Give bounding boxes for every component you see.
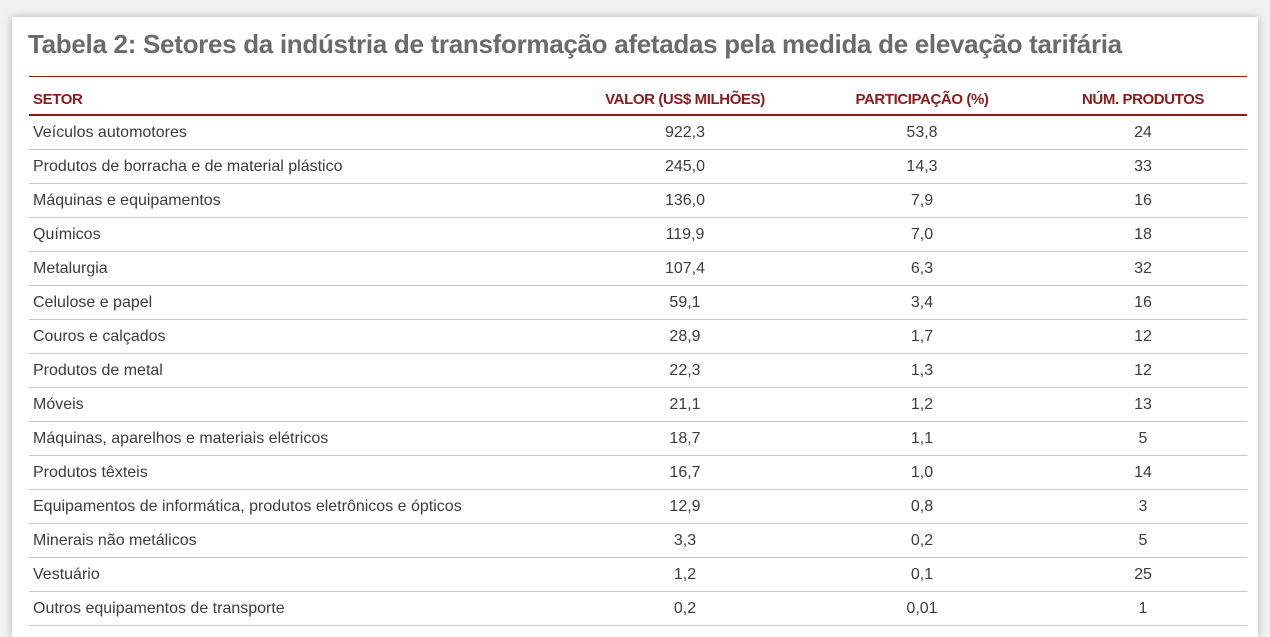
table-card: Tabela 2: Setores da indústria de transf…	[12, 17, 1258, 637]
cell-num-produtos: 5	[1039, 523, 1247, 558]
cell-participacao: 1,1	[805, 421, 1039, 456]
cell-participacao: 14,3	[805, 149, 1039, 184]
cell-participacao: 0,1	[805, 557, 1039, 592]
table-row: Outros equipamentos de transporte 0,2 0,01…	[29, 591, 1247, 626]
cell-setor: Produtos têxteis	[29, 455, 565, 490]
cell-participacao: 7,0	[805, 217, 1039, 252]
cell-valor: 18,7	[565, 421, 805, 456]
column-header-participacao: PARTICIPAÇÃO (%)	[805, 84, 1039, 116]
cell-num-produtos: 3	[1039, 489, 1247, 524]
table-row: Produtos têxteis 16,7 1,0 14	[29, 455, 1247, 490]
title-divider	[29, 76, 1247, 77]
table-body: Veículos automotores 922,3 53,8 24 Produtos …	[29, 115, 1247, 626]
table-row: Móveis 21,1 1,2 13	[29, 387, 1247, 422]
cell-num-produtos: 12	[1039, 353, 1247, 388]
cell-valor: 922,3	[565, 115, 805, 150]
cell-participacao: 0,01	[805, 591, 1039, 626]
cell-valor: 21,1	[565, 387, 805, 422]
table-row: Produtos de metal 22,3 1,3 12	[29, 353, 1247, 388]
cell-num-produtos: 32	[1039, 251, 1247, 286]
cell-valor: 119,9	[565, 217, 805, 252]
column-header-setor: SETOR	[29, 84, 565, 116]
cell-participacao: 3,4	[805, 285, 1039, 320]
table-row: Minerais não metálicos 3,3 0,2 5	[29, 523, 1247, 558]
table-row: Veículos automotores 922,3 53,8 24	[29, 115, 1247, 150]
cell-valor: 16,7	[565, 455, 805, 490]
cell-num-produtos: 25	[1039, 557, 1247, 592]
cell-valor: 3,3	[565, 523, 805, 558]
cell-setor: Equipamentos de informática, produtos el…	[29, 489, 565, 524]
cell-valor: 136,0	[565, 183, 805, 218]
table-row: Máquinas, aparelhos e materiais elétrico…	[29, 421, 1247, 456]
column-header-valor: VALOR (US$ MILHÕES)	[565, 84, 805, 116]
cell-setor: Máquinas, aparelhos e materiais elétrico…	[29, 421, 565, 456]
cell-num-produtos: 12	[1039, 319, 1247, 354]
cell-setor: Químicos	[29, 217, 565, 252]
cell-participacao: 0,8	[805, 489, 1039, 524]
header-row: SETOR VALOR (US$ MILHÕES) PARTICIPAÇÃO (…	[29, 84, 1247, 116]
cell-setor: Veículos automotores	[29, 115, 565, 150]
cell-num-produtos: 16	[1039, 285, 1247, 320]
cell-valor: 12,9	[565, 489, 805, 524]
cell-setor: Produtos de metal	[29, 353, 565, 388]
table-title: Tabela 2: Setores da indústria de transf…	[28, 29, 1122, 59]
sector-table: SETOR VALOR (US$ MILHÕES) PARTICIPAÇÃO (…	[29, 84, 1247, 626]
column-header-num-produtos: NÚM. PRODUTOS	[1039, 84, 1247, 116]
table-row: Químicos 119,9 7,0 18	[29, 217, 1247, 252]
cell-participacao: 1,0	[805, 455, 1039, 490]
cell-participacao: 1,2	[805, 387, 1039, 422]
cell-num-produtos: 16	[1039, 183, 1247, 218]
cell-setor: Minerais não metálicos	[29, 523, 565, 558]
cell-num-produtos: 24	[1039, 115, 1247, 150]
cell-participacao: 1,7	[805, 319, 1039, 354]
table-row: Metalurgia 107,4 6,3 32	[29, 251, 1247, 286]
cell-participacao: 53,8	[805, 115, 1039, 150]
cell-num-produtos: 14	[1039, 455, 1247, 490]
cell-setor: Móveis	[29, 387, 565, 422]
cell-setor: Couros e calçados	[29, 319, 565, 354]
table-row: Celulose e papel 59,1 3,4 16	[29, 285, 1247, 320]
cell-valor: 245,0	[565, 149, 805, 184]
cell-participacao: 1,3	[805, 353, 1039, 388]
table-row: Máquinas e equipamentos 136,0 7,9 16	[29, 183, 1247, 218]
cell-num-produtos: 1	[1039, 591, 1247, 626]
cell-valor: 22,3	[565, 353, 805, 388]
cell-valor: 59,1	[565, 285, 805, 320]
cell-participacao: 6,3	[805, 251, 1039, 286]
cell-setor: Vestuário	[29, 557, 565, 592]
cell-valor: 1,2	[565, 557, 805, 592]
table-row: Produtos de borracha e de material plást…	[29, 149, 1247, 184]
table-row: Equipamentos de informática, produtos el…	[29, 489, 1247, 524]
cell-participacao: 7,9	[805, 183, 1039, 218]
cell-valor: 0,2	[565, 591, 805, 626]
cell-valor: 107,4	[565, 251, 805, 286]
cell-valor: 28,9	[565, 319, 805, 354]
cell-num-produtos: 13	[1039, 387, 1247, 422]
table-row: Vestuário 1,2 0,1 25	[29, 557, 1247, 592]
cell-setor: Produtos de borracha e de material plást…	[29, 149, 565, 184]
cell-participacao: 0,2	[805, 523, 1039, 558]
cell-num-produtos: 18	[1039, 217, 1247, 252]
cell-num-produtos: 5	[1039, 421, 1247, 456]
cell-num-produtos: 33	[1039, 149, 1247, 184]
cell-setor: Máquinas e equipamentos	[29, 183, 565, 218]
table-row: Couros e calçados 28,9 1,7 12	[29, 319, 1247, 354]
cell-setor: Metalurgia	[29, 251, 565, 286]
cell-setor: Outros equipamentos de transporte	[29, 591, 565, 626]
cell-setor: Celulose e papel	[29, 285, 565, 320]
